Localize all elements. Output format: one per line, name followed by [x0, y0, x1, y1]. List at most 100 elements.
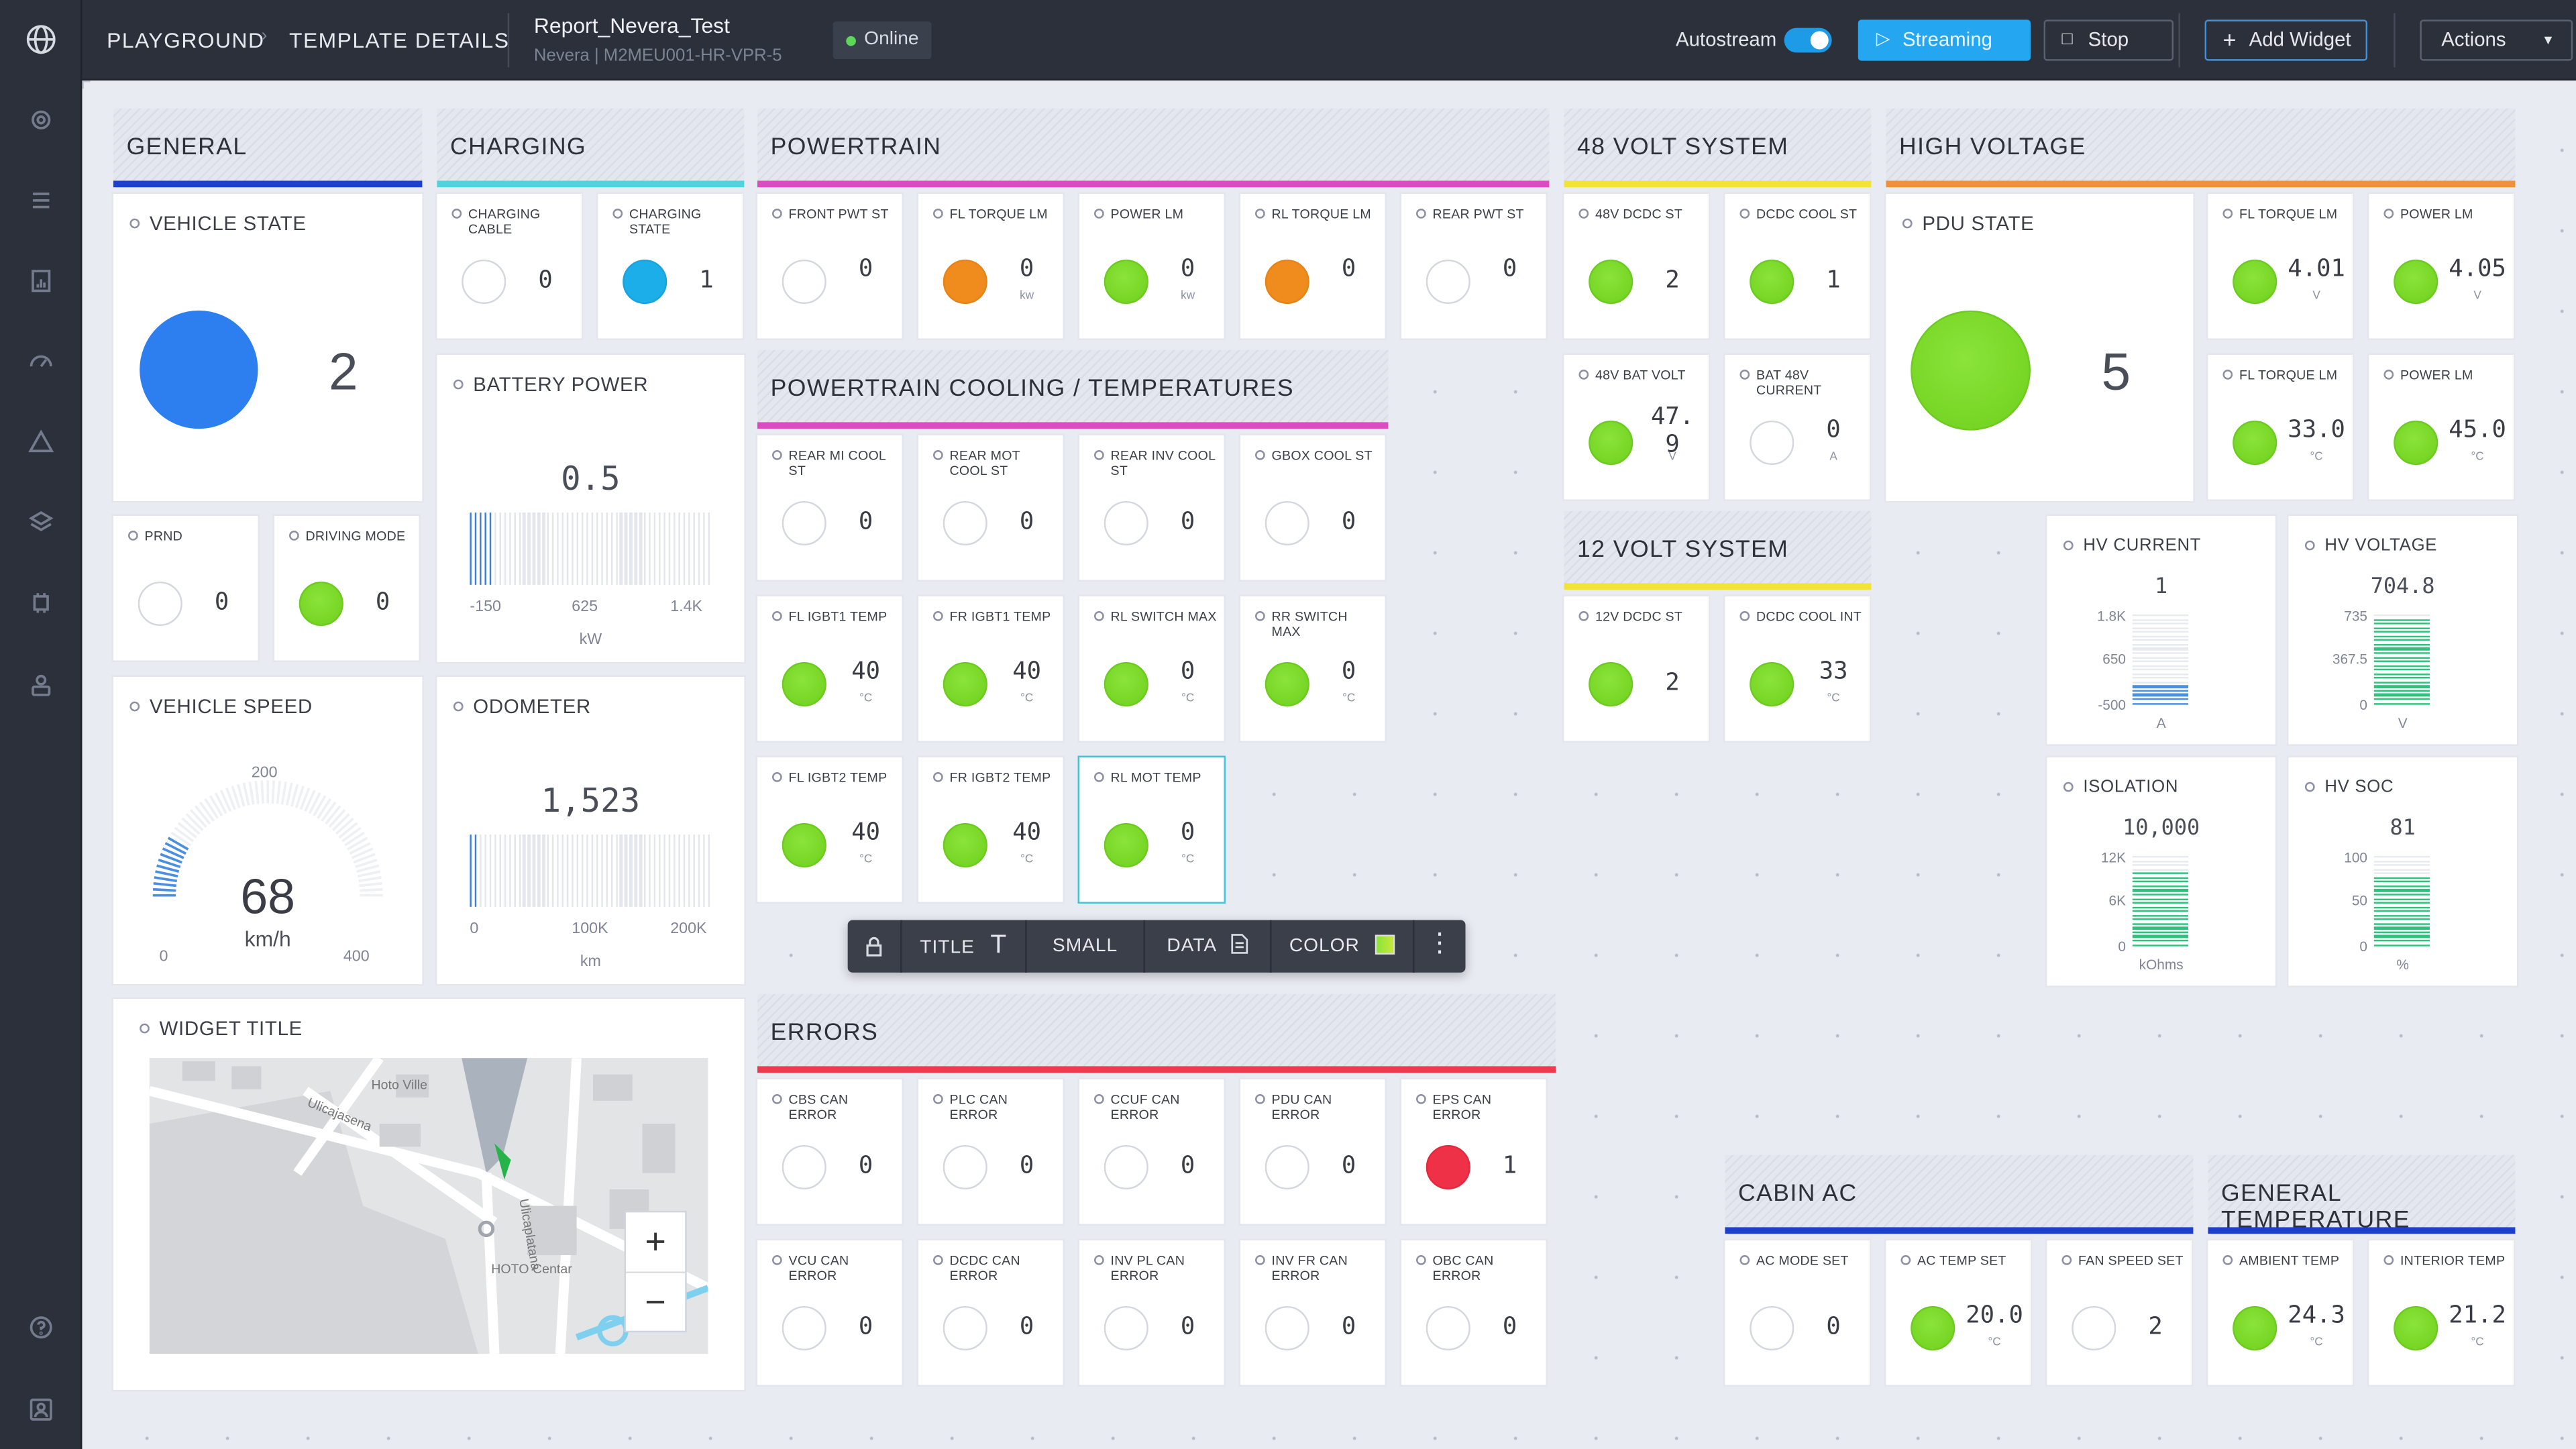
indicator-widget[interactable]: RL MOT TEMP 0 °C	[1079, 757, 1224, 902]
breadcrumb-playground[interactable]: PLAYGROUND	[107, 28, 265, 53]
layers-icon[interactable]	[25, 506, 58, 539]
indicator-widget[interactable]: RL TORQUE LM 0	[1240, 193, 1385, 339]
vehicle-state-widget[interactable]: VEHICLE STATE 2	[113, 193, 423, 501]
lock-icon[interactable]	[848, 920, 900, 972]
globe-icon[interactable]	[25, 23, 58, 56]
indicator-widget[interactable]: FL IGBT1 TEMP 40 °C	[757, 596, 902, 741]
indicator-widget[interactable]: PRND 0	[113, 515, 258, 661]
indicator-widget[interactable]: REAR MI COOL ST 0	[757, 435, 902, 580]
indicator-widget[interactable]: REAR MOT COOL ST 0	[918, 435, 1063, 580]
users-icon[interactable]	[25, 669, 58, 702]
help-icon[interactable]	[25, 1311, 58, 1344]
indicator-widget[interactable]: POWER LM 0 kw	[1079, 193, 1224, 339]
gauge-tick	[335, 817, 354, 835]
chart-bar	[600, 835, 603, 907]
indicator-widget[interactable]: REAR PWT ST 0	[1401, 193, 1546, 339]
indicator-widget[interactable]: DCDC CAN ERROR 0	[918, 1240, 1063, 1385]
indicator-widget[interactable]: RL SWITCH MAX 0 °C	[1079, 596, 1224, 741]
streaming-button[interactable]: ▷ Streaming	[1858, 19, 2031, 61]
indicator-widget[interactable]: REAR INV COOL ST 0	[1079, 435, 1224, 580]
actions-label: Actions	[2441, 28, 2506, 51]
indicator-widget[interactable]: DCDC COOL INT 33 °C	[1725, 596, 1870, 741]
size-button[interactable]: SMALL	[1052, 936, 1118, 957]
indicator-widget[interactable]: 48V DCDC ST 2	[1564, 193, 1709, 339]
chart-bar	[2373, 623, 2430, 625]
stop-button[interactable]: □ Stop	[2043, 19, 2174, 61]
indicator-widget[interactable]: EPS CAN ERROR 1	[1401, 1079, 1546, 1224]
report-subtitle: Nevera | M2MEU001-HR-VPR-5	[533, 46, 782, 66]
indicator-widget[interactable]: CHARGING CABLE 0	[437, 193, 582, 339]
widget-value: 0	[1019, 1314, 1034, 1341]
indicator-widget[interactable]: AC TEMP SET 20.0 °C	[1886, 1240, 2031, 1385]
pdu-state-widget[interactable]: PDU STATE 5	[1886, 193, 2194, 501]
indicator-widget[interactable]: PDU CAN ERROR 0	[1240, 1079, 1385, 1224]
indicator-widget[interactable]: DCDC COOL ST 1	[1725, 193, 1870, 339]
chart-bar	[2373, 614, 2430, 616]
section-title: 12 VOLT SYSTEM	[1577, 537, 1789, 564]
autostream-toggle[interactable]	[1784, 28, 1832, 53]
data-button[interactable]: DATA	[1145, 920, 1270, 972]
indicator-widget[interactable]: FL TORQUE LM 4.01 V	[2208, 193, 2353, 339]
indicator-widget[interactable]: FRONT PWT ST 0	[757, 193, 902, 339]
account-icon[interactable]	[25, 1393, 58, 1426]
indicator-widget[interactable]: BAT 48V CURRENT 0 A	[1725, 354, 1870, 500]
indicator-widget[interactable]: FR IGBT2 TEMP 40 °C	[918, 757, 1063, 902]
zoom-in-button[interactable]: +	[645, 1220, 666, 1262]
report-icon[interactable]	[25, 264, 58, 297]
indicator-widget[interactable]: CCUF CAN ERROR 0	[1079, 1079, 1224, 1224]
indicator-widget[interactable]: DRIVING MODE 0	[274, 515, 419, 661]
more-vertical-icon[interactable]: ⋮	[1426, 930, 1454, 958]
chart-bar	[591, 835, 594, 907]
indicator-widget[interactable]: GBOX COOL ST 0	[1240, 435, 1385, 580]
zoom-out-button[interactable]: −	[626, 1271, 686, 1331]
indicator-widget[interactable]: 12V DCDC ST 2	[1564, 596, 1709, 741]
indicator-widget[interactable]: VCU CAN ERROR 0	[757, 1240, 902, 1385]
chart-value: 1,523	[541, 780, 641, 820]
indicator-widget[interactable]: AC MODE SET 0	[1725, 1240, 1870, 1385]
indicator-widget[interactable]: POWER LM 45.0 °C	[2369, 354, 2514, 500]
indicator-widget[interactable]: AMBIENT TEMP 24.3 °C	[2208, 1240, 2353, 1385]
vehicle-speed-widget[interactable]: VEHICLE SPEED 68 km/h 0 200 400	[113, 676, 423, 984]
section-accent-bar	[2208, 1227, 2516, 1234]
widget-label: PRND	[128, 529, 252, 544]
vertical-bar-widget[interactable]: ISOLATION 10,000 12K 6K 0 kOhms	[2047, 757, 2275, 986]
indicator-widget[interactable]: FAN SPEED SET 2	[2047, 1240, 2192, 1385]
gauge-icon[interactable]	[25, 345, 58, 378]
map-view[interactable]: Hoto Ville Ulicajasena Ulicaplatana HOTO…	[149, 1058, 708, 1354]
vertical-bar-widget[interactable]: HV CURRENT 1 1.8K 650 -500 A	[2047, 515, 2275, 745]
indicator-widget[interactable]: POWER LM 4.05 V	[2369, 193, 2514, 339]
chart-bar	[2132, 939, 2189, 942]
indicator-widget[interactable]: RR SWITCH MAX 0 °C	[1240, 596, 1385, 741]
bar-chart-widget[interactable]: BATTERY POWER 0.5 -150 625 1.4K kW	[437, 354, 745, 662]
indicator-widget[interactable]: PLC CAN ERROR 0	[918, 1079, 1063, 1224]
indicator-widget[interactable]: CBS CAN ERROR 0	[757, 1079, 902, 1224]
list-icon[interactable]	[25, 184, 58, 217]
indicator-widget[interactable]: FL TORQUE LM 33.0 °C	[2208, 354, 2353, 500]
chart-value: 10,000	[2123, 816, 2200, 841]
bar-chart-widget[interactable]: ODOMETER 1,523 0 100K 200K km	[437, 676, 745, 984]
breadcrumb-template-details[interactable]: TEMPLATE DETAILS	[289, 28, 510, 53]
indicator-widget[interactable]: FL TORQUE LM 0 kw	[918, 193, 1063, 339]
alert-triangle-icon[interactable]	[25, 425, 58, 458]
actions-dropdown[interactable]: Actions ▼	[2420, 19, 2573, 61]
title-button[interactable]: TITLE T	[902, 920, 1026, 972]
chart-bar	[688, 513, 690, 585]
indicator-widget[interactable]: CHARGING STATE 1	[598, 193, 743, 339]
indicator-widget[interactable]: INTERIOR TEMP 21.2 °C	[2369, 1240, 2514, 1385]
indicator-widget[interactable]: OBC CAN ERROR 0	[1401, 1240, 1546, 1385]
vertical-bar-widget[interactable]: HV VOLTAGE 704.8 735 367.5 0 V	[2288, 515, 2517, 745]
gauge-tick	[280, 782, 287, 805]
vertical-bar-widget[interactable]: HV SOC 81 100 50 0%	[2288, 757, 2517, 986]
chip-icon[interactable]	[25, 586, 58, 619]
speed-sensor-icon[interactable]	[25, 103, 58, 136]
text-icon: T	[990, 931, 1008, 960]
color-button[interactable]: COLOR	[1272, 920, 1413, 972]
indicator-widget[interactable]: FR IGBT1 TEMP 40 °C	[918, 596, 1063, 741]
indicator-widget[interactable]: INV PL CAN ERROR 0	[1079, 1240, 1224, 1385]
status-indicator	[943, 661, 987, 707]
section-accent-bar	[1564, 180, 1872, 188]
add-widget-button[interactable]: + Add Widget	[2204, 19, 2368, 61]
indicator-widget[interactable]: 48V BAT VOLT 47. 9 V	[1564, 354, 1709, 500]
indicator-widget[interactable]: INV FR CAN ERROR 0	[1240, 1240, 1385, 1385]
indicator-widget[interactable]: FL IGBT2 TEMP 40 °C	[757, 757, 902, 902]
